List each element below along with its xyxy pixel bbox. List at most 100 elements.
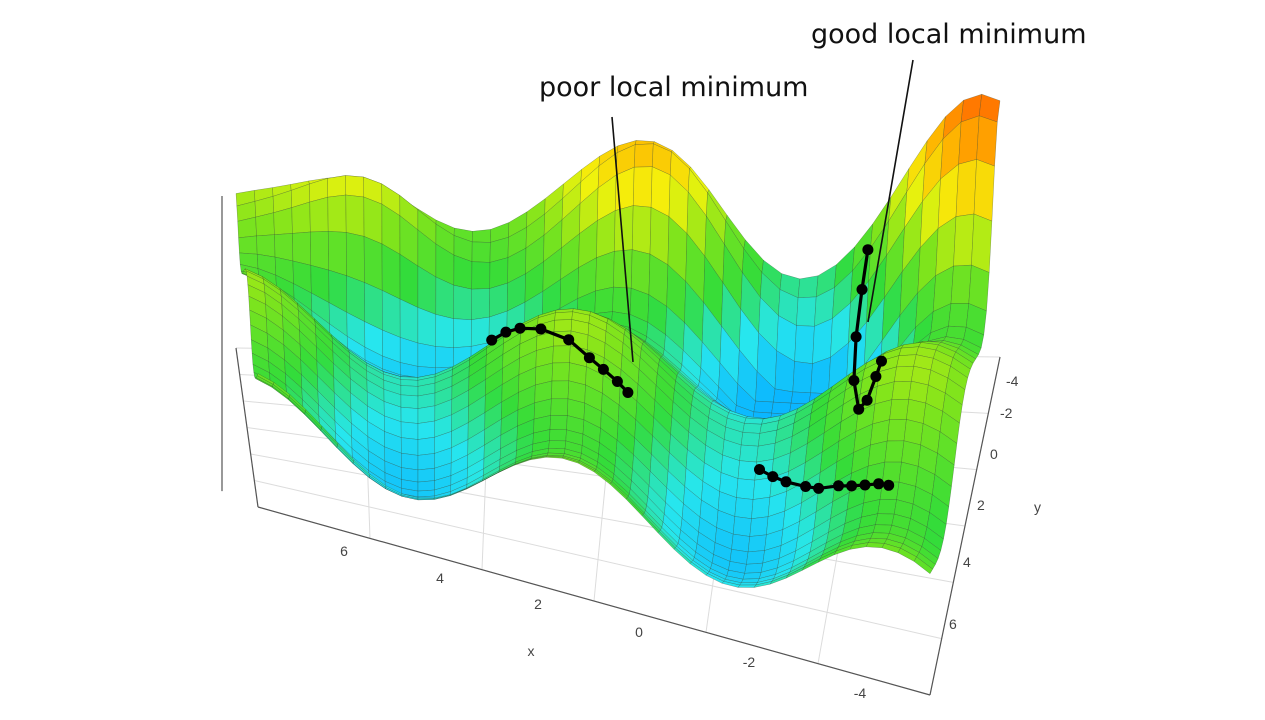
surface-cell — [903, 419, 924, 446]
x-tick: 2 — [534, 596, 542, 612]
x-tick: -4 — [854, 685, 867, 701]
trajectory-point — [622, 387, 634, 398]
surface-cell — [971, 213, 993, 273]
surface-cell — [901, 440, 921, 467]
surface-cell — [417, 480, 435, 492]
annotation-good-local-minimum: good local minimum — [811, 19, 1087, 50]
trajectory-point — [535, 323, 547, 335]
surface-cell — [739, 582, 758, 586]
trajectory-point — [583, 352, 595, 364]
surface-cell — [739, 444, 759, 463]
x-axis-title: x — [528, 643, 535, 659]
surface-cell — [453, 318, 472, 348]
trajectory-point — [563, 334, 575, 346]
surface-cell — [957, 344, 979, 360]
surface-cell — [453, 284, 472, 320]
surface-cell — [746, 550, 765, 565]
surface-cell — [554, 311, 573, 321]
surface-cell — [345, 175, 365, 198]
trajectory-point — [846, 480, 858, 492]
surface-cell — [894, 365, 914, 382]
surface-cell — [613, 249, 633, 289]
surface-cell — [734, 497, 754, 519]
annotation-pointer-poor — [611, 116, 634, 363]
surface-cell — [550, 398, 569, 416]
surface-cell — [548, 440, 567, 450]
surface-cell — [744, 562, 764, 574]
surface-cell — [363, 236, 383, 291]
trajectory-line — [758, 468, 889, 491]
surface-cell — [753, 400, 774, 414]
surface-cell — [877, 499, 897, 515]
trajectory-point — [856, 284, 868, 295]
trajectory-point — [500, 326, 512, 338]
surface-cell — [327, 194, 347, 233]
surface-cell — [417, 342, 436, 369]
surface-cell — [471, 241, 491, 263]
surface-cell — [400, 437, 419, 456]
y-tick: 0 — [990, 446, 998, 462]
trajectory-point — [850, 331, 862, 343]
surface-cell — [614, 205, 634, 252]
surface-cell — [551, 380, 570, 400]
surface-cell — [958, 115, 980, 165]
surface-cell — [736, 478, 756, 500]
surface-cell — [551, 362, 570, 382]
surface — [235, 93, 1001, 588]
surface-cell — [968, 264, 990, 312]
surface-cell — [400, 421, 419, 440]
surface-cell — [882, 461, 902, 483]
surface-cell — [417, 497, 435, 500]
surface-cell — [948, 303, 970, 328]
trajectory-point — [800, 481, 812, 492]
surface-cell — [929, 494, 950, 525]
surface-cell — [594, 286, 614, 314]
trajectory-point — [597, 363, 609, 375]
surface-cell — [937, 431, 958, 466]
surface-cell — [744, 417, 764, 425]
annotation-poor-local-minimum: poor local minimum — [539, 72, 809, 103]
surface-cell — [345, 194, 365, 237]
y-tick: 6 — [949, 616, 957, 632]
x-axis-ticks: 6 4 2 0 -2 -4 — [340, 543, 866, 701]
annotations: poor local minimum good local minimum — [539, 19, 1087, 363]
surface-cell — [898, 346, 919, 356]
surface-cell — [942, 392, 963, 424]
surface-cell — [796, 296, 817, 327]
surface-cell — [886, 419, 907, 442]
surface-cell — [737, 584, 757, 588]
surface-cell — [740, 432, 761, 447]
surface-cell — [875, 513, 895, 526]
trajectory-point — [883, 479, 895, 491]
trajectory-point — [833, 480, 844, 492]
surface-cell — [471, 288, 490, 320]
trajectory-point — [859, 479, 871, 491]
y-axis-line — [929, 356, 1001, 696]
surface-cell — [973, 159, 995, 222]
surface-cell — [732, 516, 752, 537]
surface-cell — [924, 526, 944, 551]
surface-cell — [435, 314, 454, 348]
trajectory-point — [611, 376, 623, 387]
surface-cell — [363, 196, 383, 245]
surface-cell — [945, 377, 966, 406]
trajectory-point — [870, 371, 882, 382]
surface-cell — [291, 201, 311, 234]
y-tick: -2 — [1000, 405, 1013, 421]
x-tick: -2 — [743, 654, 756, 670]
surface-cell — [292, 231, 312, 266]
trajectory-point — [848, 375, 860, 386]
surface-cell — [955, 159, 977, 217]
surface-cell — [947, 365, 968, 391]
surface-cell — [731, 533, 751, 553]
surface-cell — [309, 196, 329, 233]
trajectory-point — [862, 244, 874, 256]
surface-cell — [471, 261, 491, 290]
surface-cell — [884, 440, 905, 463]
surface-cell — [274, 233, 294, 262]
surface-cell — [547, 448, 566, 454]
surface-cell — [471, 229, 491, 243]
surface-cell — [790, 391, 811, 405]
surface-cell — [891, 380, 912, 400]
